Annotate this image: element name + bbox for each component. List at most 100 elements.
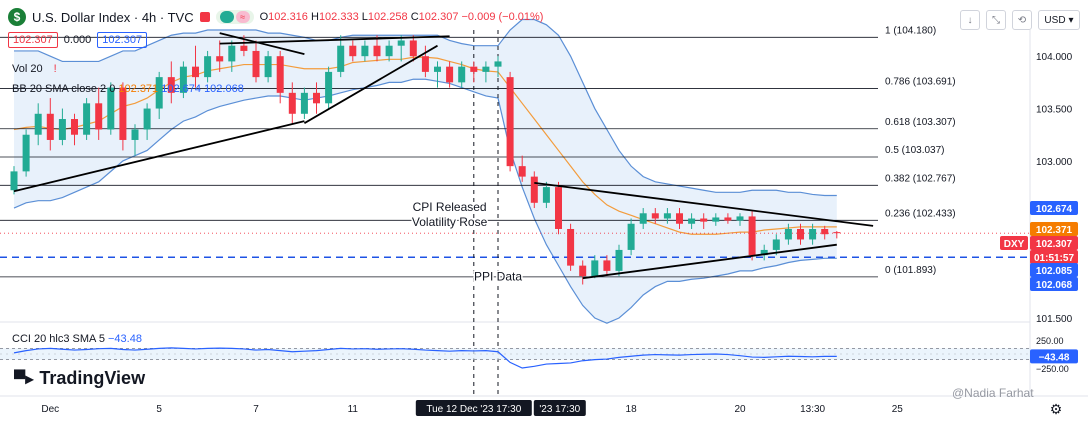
candle-body	[95, 103, 103, 130]
cci-value-tag-label: −43.48	[1039, 352, 1070, 363]
x-tick-label: 7	[253, 404, 259, 415]
chart-annotation: Volatility Rose	[412, 215, 488, 229]
price-tag	[1030, 222, 1078, 236]
symbol-title[interactable]: U.S. Dollar Index · 4h · TVC	[32, 9, 194, 25]
candle-body	[421, 56, 429, 72]
buy-price-box[interactable]: 102.307	[97, 32, 148, 48]
x-tick-label: 18	[626, 404, 638, 415]
fib-level-label: 0.786 (103.691)	[885, 77, 956, 88]
price-tag	[1030, 250, 1078, 264]
x-tick-label: Dec	[41, 404, 59, 415]
candle-body	[373, 45, 381, 57]
candle-body	[809, 228, 817, 240]
tradingview-logo[interactable]: ▀▸ TradingView	[14, 368, 145, 389]
cci-indicator-label[interactable]: CCI 20 hlc3 SMA 5 −43.48	[12, 333, 142, 345]
candle-body	[797, 228, 804, 240]
y-tick-label: 104.000	[1036, 52, 1073, 63]
candle-body	[71, 119, 78, 135]
reset-icon[interactable]: ⟲	[1012, 10, 1032, 30]
candle-body	[567, 228, 575, 266]
candle-body	[555, 187, 562, 229]
candle-body	[760, 249, 768, 256]
chevron-down-icon[interactable]: ↓	[960, 10, 980, 30]
cci-band	[0, 348, 1030, 360]
trendline	[219, 32, 305, 55]
candle-body	[542, 187, 550, 203]
candle-body	[470, 66, 478, 72]
close-value: 102.307	[418, 11, 459, 23]
indicator-toggle[interactable]: ≈	[215, 10, 254, 24]
candle-body	[506, 77, 514, 167]
sell-price-box[interactable]: 102.307	[8, 32, 58, 48]
bb-upper-value: 102.674	[161, 83, 201, 95]
tv-logo-icon: ▀▸	[14, 370, 34, 388]
wave-icon: ≈	[235, 11, 250, 23]
ohlc-readout: O102.316 H102.333 L102.258 C102.307 −0.0…	[259, 11, 544, 23]
y-tick-label: 103.500	[1036, 105, 1073, 116]
candle-body	[167, 77, 175, 93]
price-tag-label: 102.307	[1036, 239, 1073, 250]
candle-body	[337, 45, 345, 72]
candle-body	[530, 176, 538, 203]
price-tag-label: 102.371	[1036, 225, 1073, 236]
fib-level-label: 0.236 (102.433)	[885, 208, 956, 219]
x-tick-label: 13:30	[800, 404, 825, 415]
bb-lower-value: 102.068	[204, 83, 244, 95]
x-tick-label: 11	[348, 404, 359, 415]
volume-indicator-label[interactable]: Vol 20 !	[12, 63, 57, 75]
crosshair-time-tag-2	[533, 400, 586, 416]
candle-body	[276, 56, 284, 93]
open-value: 102.316	[268, 11, 308, 23]
candle-body	[131, 129, 139, 140]
candle-body	[676, 213, 683, 224]
candle-body	[46, 113, 54, 140]
bb-lower-line	[13, 78, 837, 324]
gear-icon[interactable]: ⚙	[1050, 401, 1063, 417]
bb-indicator-label[interactable]: BB 20 SMA close 2 0 102.371 102.674 102.…	[12, 83, 244, 95]
price-tag-label: 102.674	[1036, 204, 1073, 215]
candle-body	[833, 232, 841, 234]
change-value: −0.009 (−0.01%)	[461, 11, 544, 23]
fib-level-label: 0.5 (103.037)	[885, 145, 945, 156]
high-value: 102.333	[318, 11, 359, 23]
price-tag	[1030, 277, 1078, 291]
spread-value: 0.000	[63, 34, 92, 46]
candle-body	[397, 40, 405, 46]
candle-body	[361, 45, 369, 57]
candle-body	[58, 119, 66, 140]
x-tick-label: 5	[156, 404, 162, 415]
trendline	[582, 243, 837, 280]
fib-level-label: 1 (104.180)	[885, 25, 936, 36]
cci-value: −43.48	[108, 333, 142, 345]
candle-body	[10, 171, 18, 191]
crosshair-time-label: Tue 12 Dec '23 17:30	[426, 404, 521, 415]
currency-select[interactable]: USD ▾	[1038, 10, 1080, 30]
trendline	[13, 120, 305, 193]
candle-body	[603, 260, 611, 271]
symbol-logo-icon: $	[8, 8, 26, 26]
candle-body	[615, 249, 623, 271]
candle-body	[143, 108, 151, 130]
candle-body	[748, 216, 756, 256]
author-watermark: @Nadia Farhat	[952, 386, 1034, 400]
trendline	[219, 35, 450, 45]
fib-level-label: 0.382 (102.767)	[885, 173, 956, 184]
trendline	[534, 182, 874, 227]
candle-body	[216, 56, 224, 62]
price-tag-label: 01:51:57	[1034, 253, 1074, 264]
candle-body	[712, 217, 720, 222]
crosshair-time-tag	[415, 400, 532, 416]
candle-body	[639, 213, 647, 224]
candle-body	[736, 216, 744, 221]
crosshair-time-label-2: '23 17:30	[539, 404, 580, 415]
collapse-icon[interactable]: ⤡	[986, 10, 1006, 30]
candle-body	[446, 66, 454, 83]
candle-body	[228, 45, 236, 62]
cci-tick-label: −250.00	[1036, 364, 1069, 374]
candle-body	[579, 265, 587, 277]
x-tick-label: 20	[734, 404, 746, 415]
candle-body	[349, 45, 357, 57]
price-tag	[1030, 201, 1078, 215]
candle-body	[83, 103, 91, 135]
